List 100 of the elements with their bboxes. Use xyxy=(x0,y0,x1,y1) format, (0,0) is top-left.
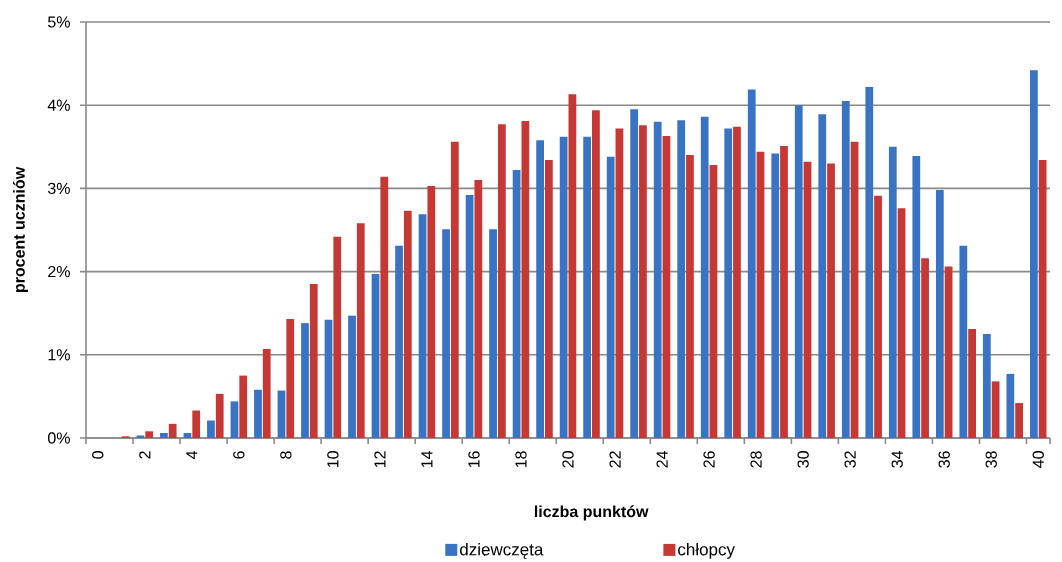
bar xyxy=(145,431,154,438)
bar xyxy=(1015,403,1023,438)
bar xyxy=(192,410,201,438)
bar xyxy=(1038,160,1047,438)
x-tick-label: 38 xyxy=(985,451,997,468)
bar xyxy=(662,135,671,438)
bar xyxy=(921,258,929,438)
x-tick-label: 22 xyxy=(609,451,621,468)
y-tick-label: 5% xyxy=(48,16,70,28)
bar xyxy=(521,120,530,438)
y-axis-title: procent uczniów xyxy=(12,166,28,293)
bar xyxy=(982,333,991,438)
x-tick-label: 0 xyxy=(92,451,104,459)
bar xyxy=(136,435,145,438)
x-tick-label: 4 xyxy=(186,450,198,460)
bar xyxy=(991,381,1000,438)
bar xyxy=(709,165,718,438)
bar xyxy=(356,223,365,438)
x-tick-label: 36 xyxy=(938,451,950,468)
x-tick-label: 24 xyxy=(656,450,668,468)
bar xyxy=(912,155,921,438)
bar xyxy=(865,86,874,438)
x-tick-label: 12 xyxy=(374,451,386,468)
bar xyxy=(239,375,248,438)
legend-label: chłopcy xyxy=(678,542,735,559)
x-tick-label: 26 xyxy=(703,451,715,468)
bar xyxy=(771,153,780,438)
bar xyxy=(403,210,412,438)
bar xyxy=(639,125,647,438)
bar xyxy=(700,116,709,438)
bar xyxy=(474,180,483,438)
bar xyxy=(489,229,497,438)
bar xyxy=(897,208,906,438)
bar xyxy=(301,323,309,438)
bar xyxy=(230,401,239,438)
x-tick-label: 32 xyxy=(844,451,856,468)
bar xyxy=(841,101,850,438)
bar xyxy=(803,161,812,438)
bar xyxy=(324,319,333,438)
bar xyxy=(380,176,389,438)
bar xyxy=(756,151,765,438)
bar xyxy=(653,121,662,438)
bar xyxy=(183,432,192,438)
x-tick-label: 28 xyxy=(750,451,762,468)
bar xyxy=(874,195,882,438)
x-tick-label: 18 xyxy=(515,451,527,468)
bar xyxy=(536,140,544,438)
x-tick-label: 34 xyxy=(891,450,903,468)
bar xyxy=(395,245,403,438)
bar xyxy=(677,120,686,438)
x-tick-label: 10 xyxy=(327,451,339,468)
y-tick-label: 3% xyxy=(47,182,70,195)
bar xyxy=(850,141,859,438)
bar xyxy=(592,110,600,438)
x-tick-label: 14 xyxy=(421,450,433,468)
bar xyxy=(733,126,741,438)
bar xyxy=(606,156,615,438)
bar xyxy=(333,236,342,438)
bar xyxy=(1030,70,1038,438)
bar xyxy=(968,328,976,438)
bar xyxy=(794,105,803,438)
bar xyxy=(371,274,380,438)
bar xyxy=(944,266,953,438)
bar xyxy=(160,432,168,438)
bar xyxy=(583,136,592,438)
legend-label: dziewczęta xyxy=(460,542,544,559)
bar xyxy=(615,128,624,438)
bar xyxy=(512,170,521,438)
x-tick-label: 30 xyxy=(797,451,809,468)
bar xyxy=(827,163,835,438)
bar xyxy=(568,94,577,438)
bar xyxy=(262,348,271,438)
bar xyxy=(286,319,295,438)
bar xyxy=(450,141,459,438)
bar xyxy=(427,185,436,438)
bar xyxy=(780,145,788,438)
bar xyxy=(442,229,450,438)
x-tick-label: 40 xyxy=(1032,451,1044,468)
x-tick-label: 16 xyxy=(468,451,480,468)
bar xyxy=(559,136,568,438)
bar xyxy=(747,89,756,438)
bar xyxy=(935,190,944,438)
y-tick-label: 0% xyxy=(47,432,70,444)
bar xyxy=(168,423,177,438)
bar xyxy=(630,109,639,438)
y-tick-label: 1% xyxy=(48,349,70,361)
x-tick-label: 20 xyxy=(562,451,574,468)
bar xyxy=(1006,373,1015,438)
bar xyxy=(497,124,506,438)
bar xyxy=(888,146,897,438)
bar xyxy=(545,160,553,438)
x-tick-label: 6 xyxy=(233,451,245,459)
bar xyxy=(215,393,224,438)
bar xyxy=(309,284,318,438)
bar xyxy=(959,245,968,438)
bar xyxy=(348,315,356,438)
x-tick-label: 8 xyxy=(280,451,292,459)
y-tick-label: 4% xyxy=(47,99,70,111)
x-axis-title: liczba punktów xyxy=(534,505,649,521)
bar xyxy=(724,128,733,438)
